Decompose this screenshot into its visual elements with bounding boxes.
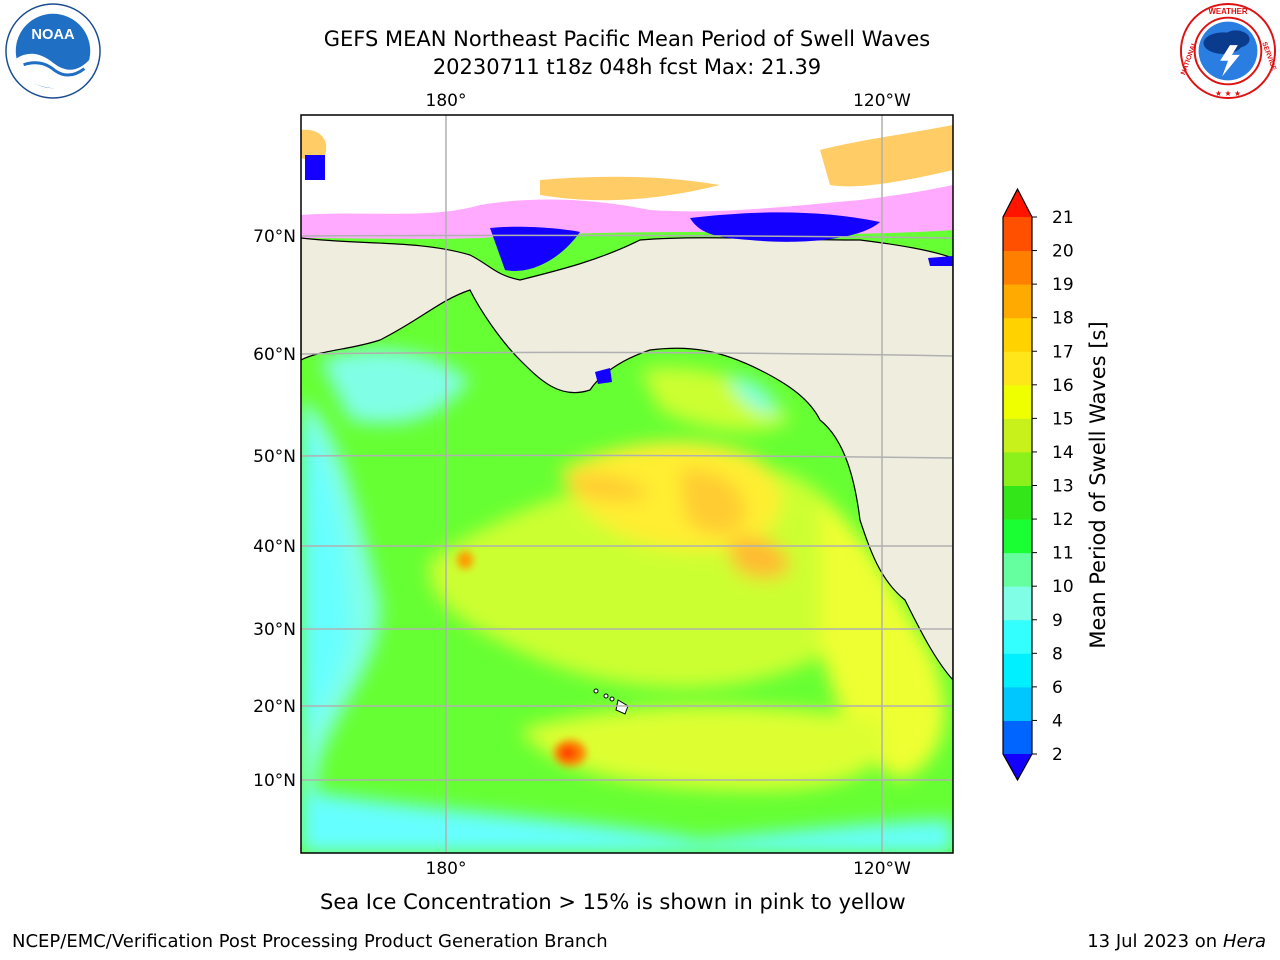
colorbar-segment: [1003, 619, 1032, 654]
colorbar-segment: [1003, 586, 1032, 621]
colorbar-segment: [1003, 653, 1032, 688]
colorbar-segment: [1003, 317, 1032, 352]
lat-label-30n: 30°N: [253, 620, 296, 640]
noaa-logo: NOAA: [5, 3, 101, 99]
lon-label-top-120w: 120°W: [853, 91, 911, 111]
lat-label-50n: 50°N: [253, 447, 296, 467]
colorbar-tick-label: 16: [1052, 376, 1074, 396]
lon-label-bottom-180: 180°: [426, 859, 467, 879]
max-period-spot: [457, 551, 586, 766]
footer-host: Hera: [1222, 931, 1266, 952]
map-plot-area: [301, 115, 953, 853]
lon-label-top-180: 180°: [426, 91, 467, 111]
colorbar-segment: [1003, 351, 1032, 386]
colorbar-under-arrow: [1003, 754, 1032, 780]
colorbar-tick-label: 15: [1052, 409, 1074, 429]
svg-text:★ ★ ★: ★ ★ ★: [1215, 89, 1241, 98]
swell-period-field: [301, 349, 953, 853]
land-mass: [301, 237, 953, 681]
colorbar-tick-label: 4: [1052, 711, 1063, 731]
colorbar-segment: [1003, 519, 1032, 554]
lat-label-20n: 20°N: [253, 697, 296, 717]
footer-credit: NCEP/EMC/Verification Post Processing Pr…: [12, 931, 608, 952]
footer-date-text: 13 Jul 2023 on: [1087, 931, 1218, 952]
colorbar-segment: [1003, 552, 1032, 587]
colorbar-segment: [1003, 384, 1032, 419]
map-frame: [300, 114, 954, 854]
lon-label-bottom-120w: 120°W: [853, 859, 911, 879]
nws-logo: WEATHER NATIONAL SERVICE ★ ★ ★: [1179, 2, 1277, 100]
forecast-subtitle: 20230711 t18z 048h fcst Max: 21.39: [432, 55, 822, 79]
colorbar-tick-label: 13: [1052, 477, 1074, 497]
colorbar-segment: [1003, 720, 1032, 755]
colorbar-segment: [1003, 418, 1032, 453]
noaa-logo-text: NOAA: [31, 27, 75, 43]
colorbar-tick-label: 20: [1052, 242, 1074, 262]
colorbar-tick-label: 18: [1052, 309, 1074, 329]
colorbar-tick-label: 8: [1052, 644, 1063, 664]
colorbar-segment: [1003, 485, 1032, 520]
lat-label-70n: 70°N: [253, 227, 296, 247]
colorbar-segment: [1003, 250, 1032, 285]
map-gridlines: [301, 115, 953, 853]
map-title: GEFS MEAN Northeast Pacific Mean Period …: [323, 27, 931, 51]
colorbar-tick-label: 14: [1052, 443, 1074, 463]
colorbar-segment: [1003, 686, 1032, 721]
lat-label-40n: 40°N: [253, 537, 296, 557]
colorbar-tick-label: 17: [1052, 342, 1074, 362]
colorbar-label: Mean Period of Swell Waves [s]: [1086, 321, 1110, 648]
colorbar-segment: [1003, 284, 1032, 319]
colorbar-over-arrow: [1003, 189, 1032, 217]
colorbar-segment: [1003, 217, 1032, 252]
colorbar-tick-label: 21: [1052, 208, 1074, 228]
footer-date: 13 Jul 2023 on Hera: [1087, 931, 1266, 952]
lat-label-10n: 10°N: [253, 771, 296, 791]
colorbar: 2 4 6 8 9 10 11 12 13 14 15 16 17 18 19 20 21: [1002, 187, 1074, 782]
colorbar-tick-label: 2: [1052, 745, 1063, 765]
colorbar-tick-label: 12: [1052, 510, 1074, 530]
lat-label-60n: 60°N: [253, 345, 296, 365]
svg-text:WEATHER: WEATHER: [1209, 7, 1248, 16]
sea-ice-note: Sea Ice Concentration > 15% is shown in …: [320, 890, 906, 914]
colorbar-tick-label: 10: [1052, 577, 1074, 597]
colorbar-tick-label: 11: [1052, 544, 1074, 564]
colorbar-tick-label: 6: [1052, 678, 1063, 698]
colorbar-segment: [1003, 451, 1032, 486]
colorbar-tick-label: 9: [1052, 611, 1063, 631]
colorbar-tick-label: 19: [1052, 275, 1074, 295]
